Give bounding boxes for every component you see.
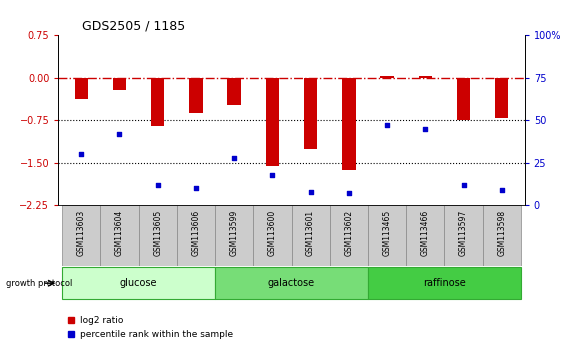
Text: GSM113599: GSM113599 [230,210,238,256]
Bar [419,76,432,78]
Text: GSM113604: GSM113604 [115,210,124,256]
Text: raffinose: raffinose [423,278,466,288]
Bar [75,78,88,99]
Bar [100,205,139,266]
Text: GSM113597: GSM113597 [459,210,468,256]
Bar [266,78,279,166]
Bar [253,205,292,266]
Point [76,152,86,157]
Bar [113,78,126,90]
Text: GSM113598: GSM113598 [497,210,506,256]
Text: glucose: glucose [120,278,157,288]
Bar [215,267,368,299]
Point [115,131,124,137]
Point [459,182,468,188]
Text: GSM113465: GSM113465 [382,210,392,256]
Text: galactose: galactose [268,278,315,288]
Point [344,190,353,196]
Text: GSM113466: GSM113466 [421,210,430,256]
Bar [215,205,253,266]
Bar [62,267,215,299]
Bar [483,205,521,266]
Bar [189,78,203,113]
Text: GSM113602: GSM113602 [345,210,353,256]
Point [421,126,430,132]
Bar [368,205,406,266]
Text: GSM113605: GSM113605 [153,210,162,256]
Bar [495,78,508,118]
Bar [292,205,330,266]
Text: GSM113603: GSM113603 [77,210,86,256]
Point [268,172,277,178]
Bar [62,205,100,266]
Text: GSM113606: GSM113606 [191,210,201,256]
Bar [457,78,470,120]
Bar [151,78,164,126]
Point [382,122,392,128]
Point [306,189,315,195]
Bar [368,267,521,299]
Bar [406,205,444,266]
Bar [304,78,317,149]
Bar [177,205,215,266]
Text: growth protocol: growth protocol [6,279,72,288]
Bar [227,78,241,105]
Point [497,187,507,193]
Text: GDS2505 / 1185: GDS2505 / 1185 [82,20,185,33]
Point [230,155,239,161]
Legend: log2 ratio, percentile rank within the sample: log2 ratio, percentile rank within the s… [63,313,237,342]
Bar [342,78,356,170]
Bar [380,76,394,78]
Text: GSM113600: GSM113600 [268,210,277,256]
Point [191,185,201,191]
Bar [444,205,483,266]
Point [153,182,162,188]
Bar [330,205,368,266]
Text: GSM113601: GSM113601 [306,210,315,256]
Bar [139,205,177,266]
